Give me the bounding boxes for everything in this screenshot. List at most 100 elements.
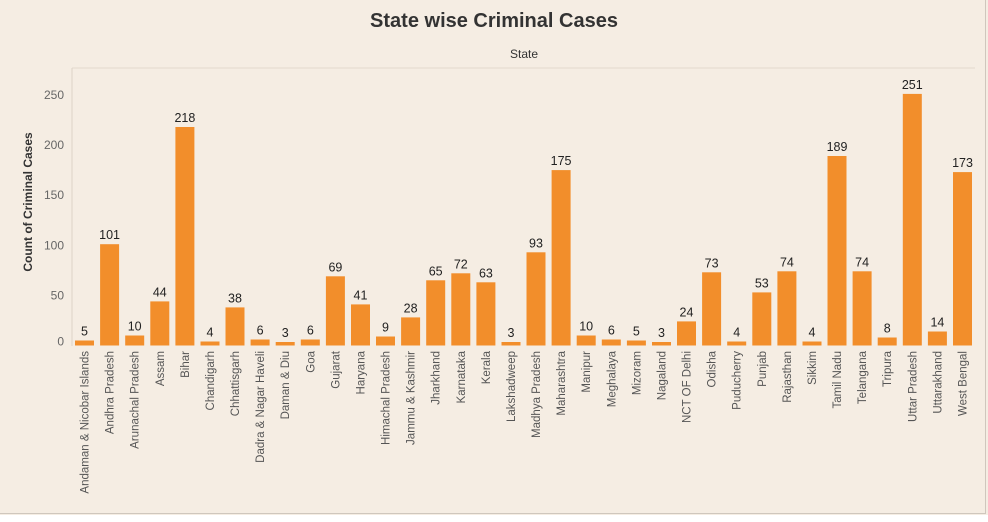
x-tick-label: Kerala bbox=[481, 350, 493, 384]
y-tick-label: 250 bbox=[44, 88, 64, 102]
x-tick-label: Assam bbox=[155, 351, 167, 386]
x-tick-label: Uttarakhand bbox=[932, 351, 944, 414]
data-label: 10 bbox=[579, 320, 593, 334]
bar[interactable] bbox=[100, 244, 120, 346]
bar[interactable] bbox=[852, 271, 872, 346]
data-label: 5 bbox=[81, 325, 88, 339]
bar[interactable] bbox=[476, 282, 496, 346]
bar[interactable] bbox=[175, 127, 195, 346]
bar[interactable] bbox=[125, 335, 145, 346]
y-tick-label: 50 bbox=[51, 288, 65, 302]
bar[interactable] bbox=[225, 307, 245, 346]
data-label: 4 bbox=[809, 326, 816, 340]
x-tick-label: Gujarat bbox=[330, 350, 342, 389]
data-label: 175 bbox=[551, 154, 572, 168]
bar[interactable] bbox=[275, 342, 295, 346]
x-tick-label: Tripura bbox=[882, 350, 894, 387]
bar[interactable] bbox=[376, 336, 395, 346]
data-label: 73 bbox=[705, 256, 719, 270]
bar[interactable] bbox=[601, 339, 621, 346]
bar[interactable] bbox=[451, 273, 471, 346]
x-tick-label: Punjab bbox=[757, 351, 769, 387]
x-tick-label: Goa bbox=[305, 350, 317, 372]
data-label: 189 bbox=[827, 140, 848, 154]
data-label: 74 bbox=[855, 255, 869, 269]
bar[interactable] bbox=[902, 93, 922, 346]
x-tick-label: Andhra Pradesh bbox=[105, 351, 117, 434]
data-label: 24 bbox=[680, 305, 694, 319]
data-label: 251 bbox=[902, 78, 923, 92]
x-tick-label: Daman & Diu bbox=[280, 351, 292, 419]
x-tick-label: Arunachal Pradesh bbox=[130, 351, 142, 449]
data-label: 6 bbox=[307, 324, 314, 338]
data-label: 14 bbox=[930, 316, 944, 330]
y-axis-ticks: 0 50 100 150 200 250 bbox=[44, 88, 64, 349]
x-tick-label: Himachal Pradesh bbox=[381, 351, 393, 445]
x-tick-label: Telangana bbox=[857, 350, 869, 404]
bar[interactable] bbox=[752, 292, 772, 346]
bar[interactable] bbox=[927, 331, 947, 346]
bar[interactable] bbox=[75, 340, 94, 346]
bar[interactable] bbox=[325, 276, 345, 346]
bar[interactable] bbox=[551, 170, 571, 346]
data-label: 173 bbox=[952, 156, 973, 170]
data-label: 38 bbox=[228, 291, 242, 305]
x-tick-label: Karnataka bbox=[456, 350, 468, 403]
data-label: 5 bbox=[633, 325, 640, 339]
bar[interactable] bbox=[677, 321, 696, 346]
y-tick-label: 150 bbox=[44, 188, 64, 202]
bar[interactable] bbox=[877, 337, 897, 346]
bar[interactable] bbox=[827, 156, 847, 346]
data-label: 4 bbox=[733, 326, 740, 340]
y-tick-label: 0 bbox=[57, 335, 64, 349]
x-tick-label: Dadra & Nagar Haveli bbox=[255, 351, 267, 463]
data-label: 69 bbox=[328, 260, 342, 274]
bar[interactable] bbox=[727, 341, 747, 346]
x-tick-label: Chandigarh bbox=[205, 351, 217, 410]
bar[interactable] bbox=[777, 271, 797, 346]
bar[interactable] bbox=[501, 342, 521, 346]
x-tick-label: Jharkhand bbox=[431, 351, 443, 405]
data-label: 6 bbox=[608, 324, 615, 338]
bar[interactable] bbox=[426, 280, 446, 346]
data-label: 9 bbox=[382, 321, 389, 335]
bar[interactable] bbox=[802, 341, 822, 346]
bar[interactable] bbox=[200, 341, 220, 346]
bottom-bar bbox=[0, 515, 988, 522]
x-tick-label: Manipur bbox=[581, 351, 593, 393]
data-label: 3 bbox=[282, 326, 289, 340]
data-label: 74 bbox=[780, 255, 794, 269]
bars-group bbox=[75, 93, 972, 346]
x-tick-label: Lakshadweep bbox=[506, 351, 518, 422]
column-header-label: State bbox=[510, 47, 538, 61]
x-tick-label: Madhya Pradesh bbox=[531, 351, 543, 438]
x-tick-label: Mizoram bbox=[631, 351, 643, 395]
data-label: 4 bbox=[207, 326, 214, 340]
data-label: 10 bbox=[128, 320, 142, 334]
data-label: 218 bbox=[174, 111, 195, 125]
x-tick-label: Tamil Nadu bbox=[832, 351, 844, 409]
x-tick-label: West Bengal bbox=[958, 351, 970, 416]
bar[interactable] bbox=[953, 172, 972, 346]
bar[interactable] bbox=[150, 301, 170, 346]
bar[interactable] bbox=[300, 339, 320, 346]
x-tick-label: Bihar bbox=[180, 351, 192, 378]
data-label: 93 bbox=[529, 236, 543, 250]
bar[interactable] bbox=[702, 272, 722, 346]
x-tick-label: Odisha bbox=[707, 350, 719, 387]
bar[interactable] bbox=[401, 317, 421, 346]
data-label: 101 bbox=[99, 228, 120, 242]
x-tick-label: Maharashtra bbox=[556, 350, 568, 415]
bar[interactable] bbox=[652, 342, 671, 346]
bar[interactable] bbox=[576, 335, 596, 346]
data-label: 41 bbox=[354, 288, 368, 302]
x-axis-labels: Andaman & Nicobar Islands Andhra Pradesh A… bbox=[80, 350, 970, 493]
bar[interactable] bbox=[526, 252, 546, 346]
x-tick-label: Andaman & Nicobar Islands bbox=[80, 351, 92, 494]
data-label: 28 bbox=[404, 301, 418, 315]
bar[interactable] bbox=[351, 304, 370, 346]
bar[interactable] bbox=[626, 340, 646, 346]
bar[interactable] bbox=[250, 339, 270, 346]
